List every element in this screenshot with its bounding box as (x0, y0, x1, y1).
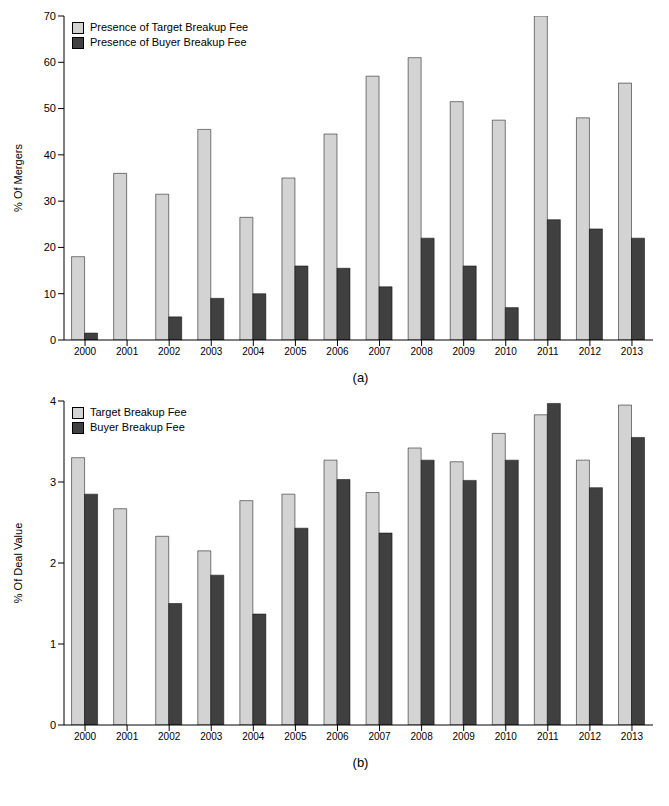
svg-text:1: 1 (50, 638, 56, 650)
svg-text:40: 40 (44, 149, 56, 161)
svg-text:2002: 2002 (158, 346, 181, 357)
svg-text:2007: 2007 (368, 346, 391, 357)
svg-text:2003: 2003 (200, 731, 223, 742)
svg-text:2009: 2009 (453, 731, 476, 742)
svg-text:4: 4 (50, 395, 56, 407)
svg-text:3: 3 (50, 476, 56, 488)
svg-text:0: 0 (50, 334, 56, 346)
svg-text:2005: 2005 (284, 731, 307, 742)
svg-text:2012: 2012 (579, 346, 602, 357)
svg-text:2011: 2011 (537, 346, 559, 357)
svg-text:2003: 2003 (200, 346, 223, 357)
svg-text:2000: 2000 (74, 346, 97, 357)
svg-text:20: 20 (44, 241, 56, 253)
svg-text:30: 30 (44, 195, 56, 207)
html-text:Target Breakup Fee: Target Breakup Fee (90, 406, 187, 418)
svg-text:2001: 2001 (116, 731, 139, 742)
svg-text:2005: 2005 (284, 346, 307, 357)
svg-text:2013: 2013 (621, 731, 644, 742)
svg-text:10: 10 (44, 288, 56, 300)
html-text:Buyer Breakup Fee: Buyer Breakup Fee (90, 421, 185, 433)
svg-text:2008: 2008 (410, 731, 433, 742)
svg-text:% Of Deal Value: % Of Deal Value (12, 523, 24, 604)
svg-text:2012: 2012 (579, 731, 602, 742)
svg-text:2001: 2001 (116, 346, 139, 357)
html-text:(b): (b) (352, 755, 369, 770)
svg-text:0: 0 (50, 719, 56, 731)
svg-text:2009: 2009 (453, 346, 476, 357)
svg-text:2011: 2011 (537, 731, 559, 742)
svg-text:2004: 2004 (242, 731, 265, 742)
svg-text:2007: 2007 (368, 731, 391, 742)
svg-text:% Of Mergers: % Of Mergers (12, 144, 24, 212)
svg-text:2000: 2000 (74, 731, 97, 742)
svg-text:2006: 2006 (326, 346, 349, 357)
svg-text:50: 50 (44, 102, 56, 114)
html-text:Presence of Buyer Breakup Fee: Presence of Buyer Breakup Fee (90, 36, 247, 48)
svg-text:2002: 2002 (158, 731, 181, 742)
svg-text:2008: 2008 (410, 346, 433, 357)
svg-text:2: 2 (50, 557, 56, 569)
svg-text:2010: 2010 (495, 346, 518, 357)
svg-text:70: 70 (44, 10, 56, 22)
html-text:(a): (a) (352, 370, 369, 385)
svg-text:2010: 2010 (495, 731, 518, 742)
svg-text:2013: 2013 (621, 346, 644, 357)
svg-text:60: 60 (44, 56, 56, 68)
svg-text:2006: 2006 (326, 731, 349, 742)
svg-text:2004: 2004 (242, 346, 265, 357)
html-text:Presence of Target Breakup Fee: Presence of Target Breakup Fee (90, 21, 249, 33)
